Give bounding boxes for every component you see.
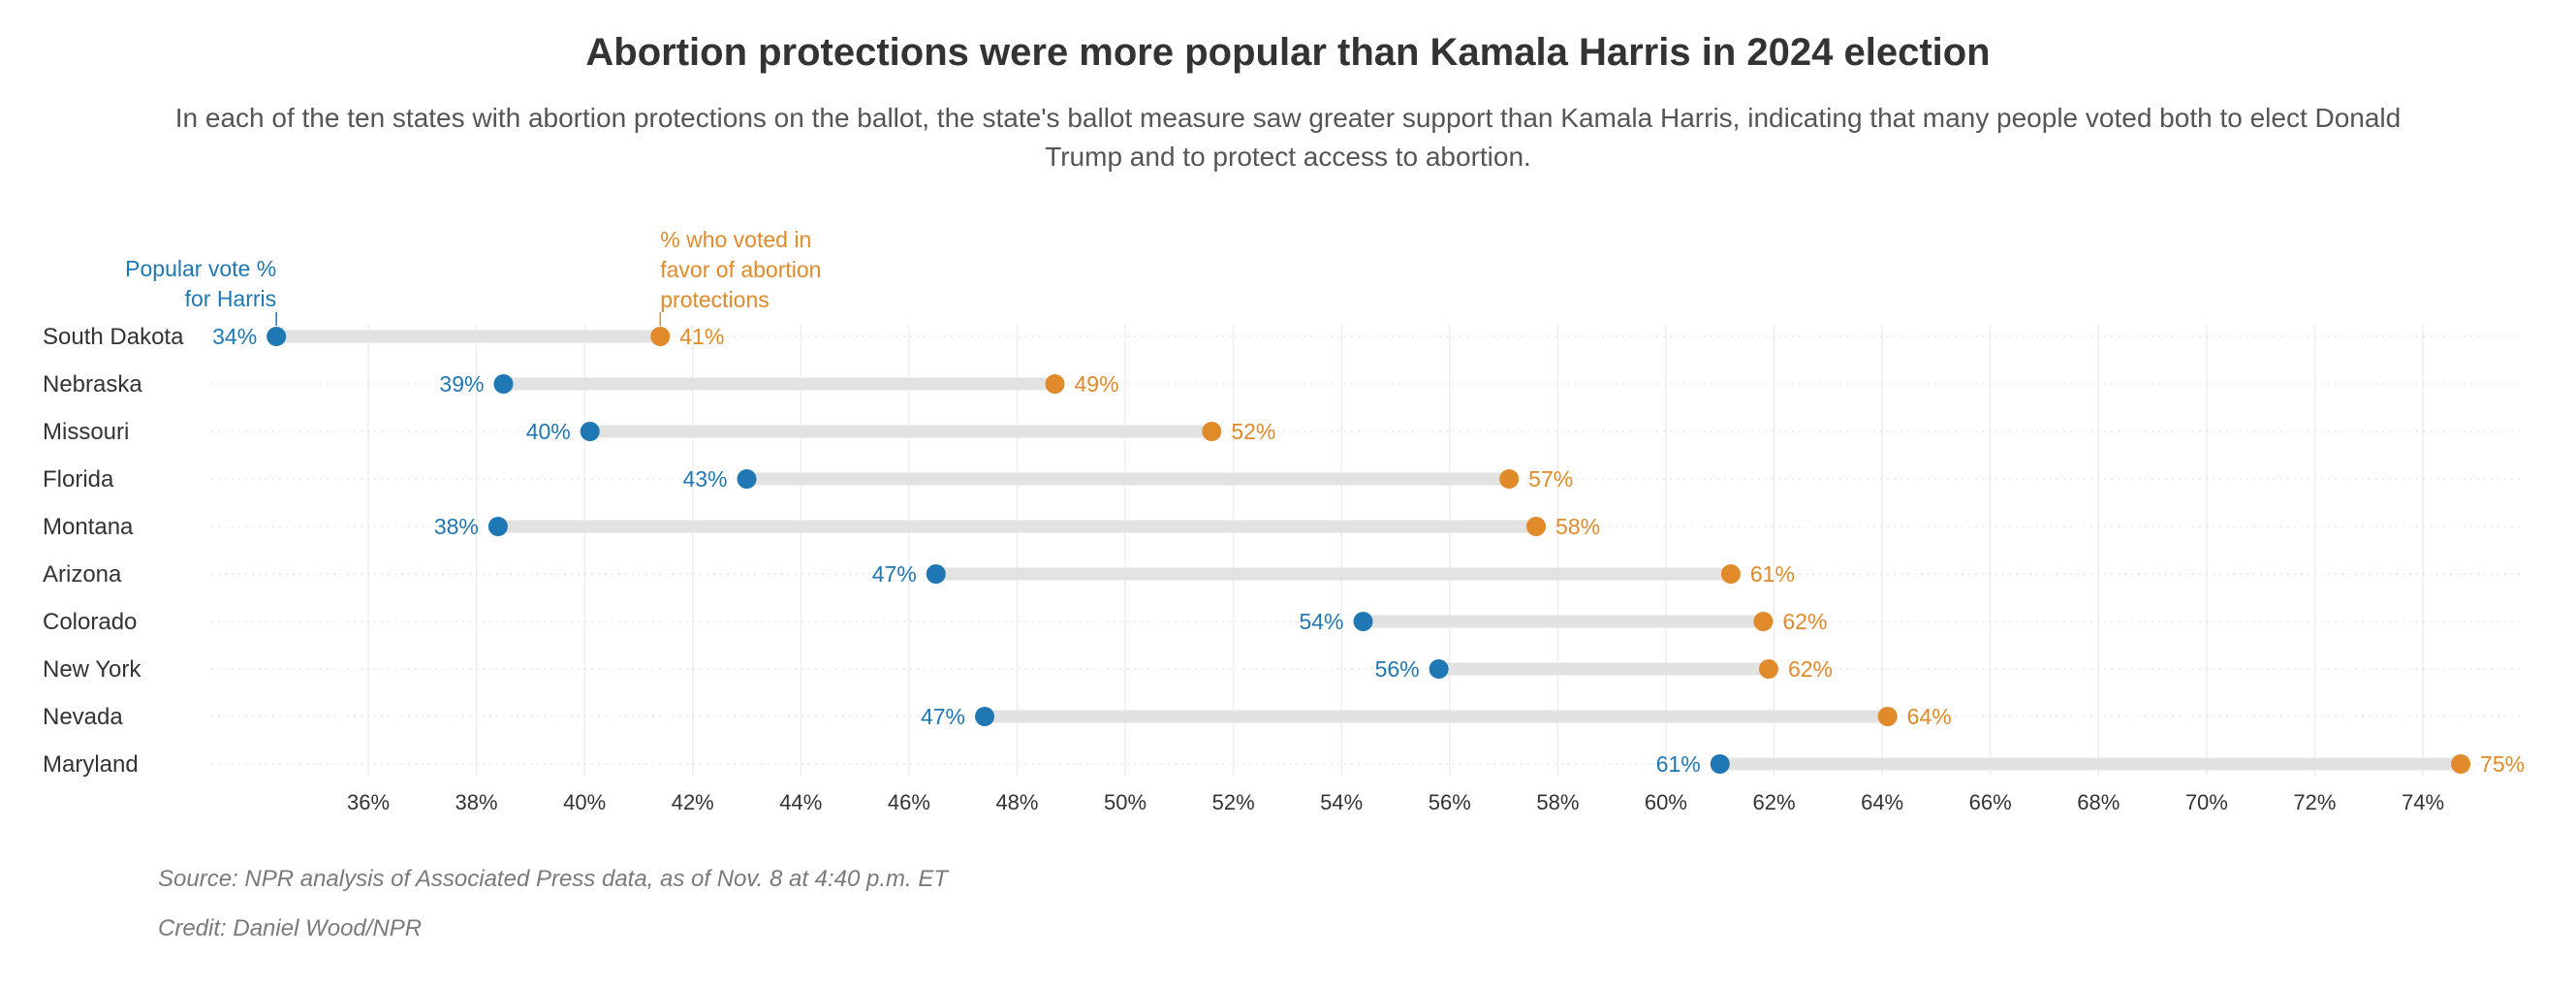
measure-series-label: favor of abortion: [660, 257, 821, 282]
measure-dot: [1720, 564, 1741, 584]
harris-dot: [1429, 659, 1449, 679]
measure-series-label: % who voted in: [660, 227, 811, 252]
source-note: Source: NPR analysis of Associated Press…: [158, 866, 949, 892]
x-tick-label: 68%: [2077, 790, 2120, 814]
harris-series-label: for Harris: [185, 286, 277, 311]
measure-value-label: 58%: [1555, 514, 1600, 539]
state-label: Montana: [43, 514, 134, 540]
measure-series-label: protections: [660, 287, 770, 312]
harris-dot: [493, 374, 514, 394]
measure-value-label: 75%: [2480, 751, 2525, 777]
measure-dot: [2451, 754, 2471, 774]
x-tick-label: 60%: [1645, 790, 1687, 814]
x-tick-label: 58%: [1536, 790, 1579, 814]
measure-value-label: 57%: [1528, 466, 1573, 492]
harris-series-label: Popular vote %: [125, 256, 276, 281]
harris-dot: [1710, 754, 1730, 774]
x-tick-label: 40%: [563, 790, 606, 814]
chart-title: Abortion protections were more popular t…: [585, 31, 1991, 74]
measure-dot: [1758, 659, 1778, 679]
measure-value-label: 62%: [1782, 609, 1827, 634]
harris-value-label: 34%: [212, 324, 257, 349]
state-label: Missouri: [43, 419, 129, 445]
x-tick-label: 62%: [1753, 790, 1796, 814]
measure-value-label: 49%: [1075, 371, 1119, 397]
credit-note: Credit: Daniel Wood/NPR: [158, 915, 423, 941]
state-label: Colorado: [43, 609, 137, 635]
x-tick-label: 56%: [1429, 790, 1471, 814]
harris-value-label: 47%: [921, 704, 965, 729]
x-tick-label: 50%: [1104, 790, 1147, 814]
state-label: Nebraska: [43, 371, 142, 398]
measure-value-label: 52%: [1231, 419, 1275, 444]
x-tick-label: 52%: [1212, 790, 1255, 814]
x-tick-label: 48%: [995, 790, 1038, 814]
harris-value-label: 38%: [434, 514, 479, 539]
state-label: Arizona: [43, 561, 122, 588]
x-tick-label: 54%: [1320, 790, 1363, 814]
x-tick-label: 36%: [347, 790, 390, 814]
measure-dot: [650, 327, 671, 346]
harris-dot: [1353, 612, 1373, 631]
x-tick-label: 46%: [888, 790, 930, 814]
harris-value-label: 40%: [526, 419, 571, 444]
harris-value-label: 47%: [872, 561, 917, 587]
x-tick-label: 72%: [2293, 790, 2336, 814]
state-label: Florida: [43, 466, 114, 493]
measure-dot: [1202, 422, 1222, 441]
measure-dot: [1877, 707, 1898, 726]
state-label: New York: [43, 656, 141, 683]
harris-value-label: 54%: [1299, 609, 1343, 634]
dot-range-chart: 36% 38% 40% 42% 44% 46% 48% 50% 52% 54% 56% 58% 60% 6…: [43, 227, 2525, 814]
harris-value-label: 61%: [1656, 751, 1701, 777]
chart-subtitle: In each of the ten states with abortion …: [174, 103, 2402, 172]
measure-value-label: 61%: [1750, 561, 1795, 587]
harris-value-label: 43%: [682, 466, 727, 492]
measure-dot: [1499, 469, 1520, 489]
x-tick-label: 42%: [672, 790, 714, 814]
measure-value-label: 62%: [1788, 656, 1833, 682]
measure-dot: [1526, 517, 1547, 536]
x-tick-label: 64%: [1861, 790, 1903, 814]
x-tick-label: 70%: [2185, 790, 2228, 814]
harris-value-label: 56%: [1375, 656, 1420, 682]
harris-dot: [975, 707, 994, 726]
harris-dot: [926, 564, 946, 584]
harris-dot: [487, 517, 508, 536]
harris-dot: [267, 327, 287, 346]
measure-value-label: 41%: [679, 324, 724, 349]
harris-value-label: 39%: [439, 371, 484, 397]
measure-value-label: 64%: [1907, 704, 1952, 729]
x-tick-label: 66%: [1969, 790, 2012, 814]
harris-dot: [737, 469, 757, 489]
x-tick-label: 44%: [779, 790, 822, 814]
state-label: South Dakota: [43, 324, 184, 350]
measure-dot: [1753, 612, 1774, 631]
harris-dot: [580, 422, 600, 441]
state-label: Maryland: [43, 751, 139, 778]
x-tick-label: 74%: [2402, 790, 2444, 814]
state-label: Nevada: [43, 704, 123, 730]
measure-dot: [1045, 374, 1065, 394]
x-tick-label: 38%: [456, 790, 498, 814]
